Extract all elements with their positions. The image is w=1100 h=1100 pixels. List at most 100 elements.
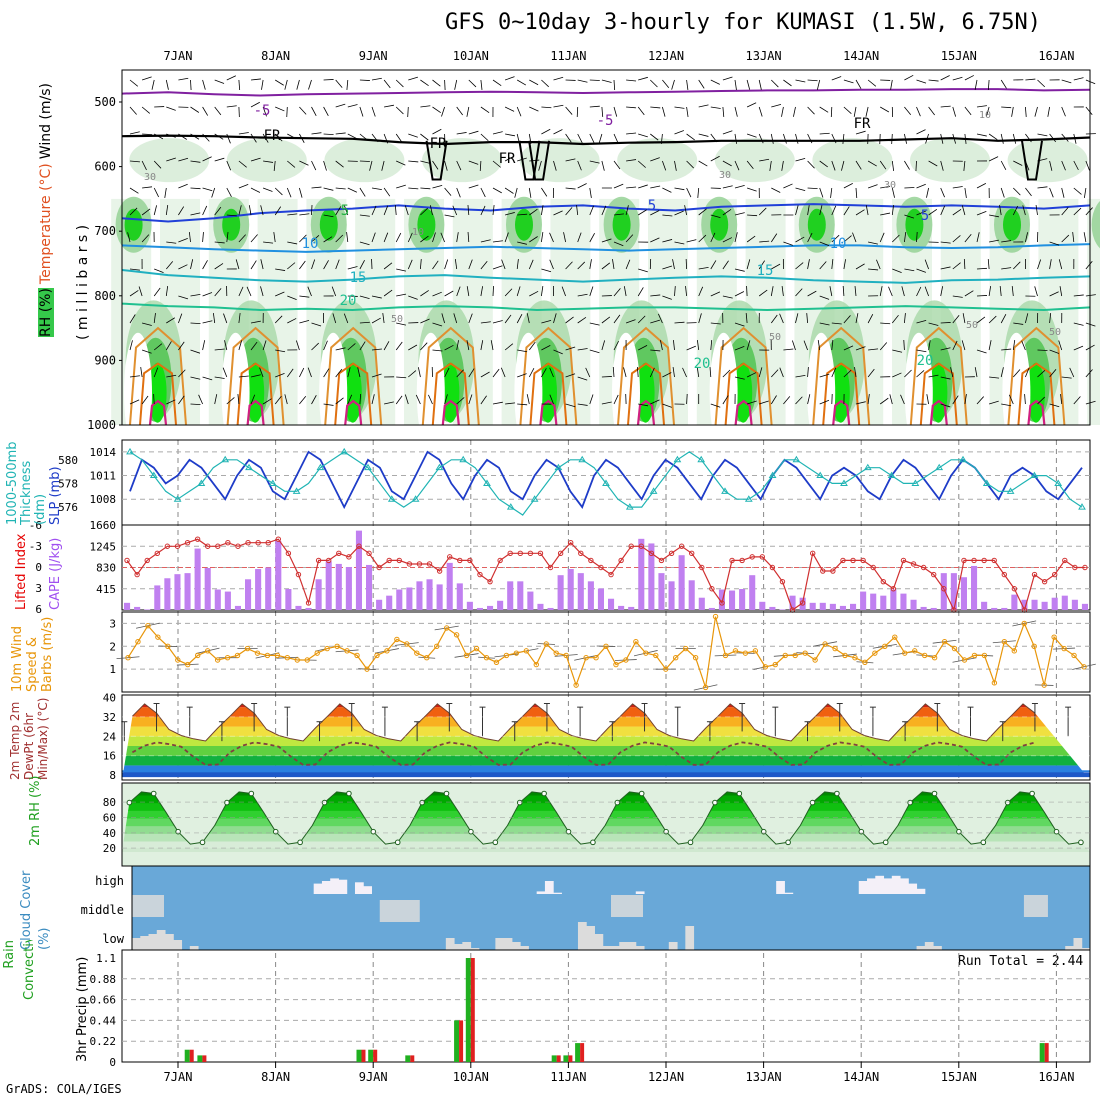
contour-label: 20 <box>917 353 934 369</box>
wind-barb <box>1085 160 1090 171</box>
wind-barb <box>565 261 573 270</box>
wind-barb <box>842 285 845 297</box>
wind-barb <box>432 128 442 135</box>
bottom-date-label: 11JAN <box>550 1070 586 1084</box>
wind-barb <box>722 237 733 243</box>
wind-barb <box>577 348 588 351</box>
wind-barb <box>346 79 349 90</box>
precip-conv-bar <box>580 1043 585 1062</box>
wind-barb <box>299 367 305 378</box>
wind-barb <box>625 234 634 243</box>
li-ytick: 6 <box>35 603 42 616</box>
wind-barb <box>164 187 167 198</box>
rh-shade-mid <box>1091 201 1100 249</box>
cloud-high-bar <box>338 879 348 894</box>
wind-barb <box>286 106 288 118</box>
slp-series-1 <box>129 451 1083 516</box>
temp-band <box>122 703 1090 708</box>
wind-barb <box>771 187 781 193</box>
wind-barb <box>660 133 663 144</box>
wind-barb <box>359 133 368 141</box>
wind-barb <box>940 403 951 408</box>
wind-barb <box>819 261 827 270</box>
wind-barb <box>940 187 945 198</box>
wind-barb <box>480 395 487 405</box>
wind-barb <box>1025 106 1027 117</box>
cape-bar <box>920 606 927 610</box>
wind-barb <box>504 76 515 81</box>
wind-barb <box>637 315 646 324</box>
wind-barb <box>976 211 987 216</box>
rh-ytick: 40 <box>103 827 116 840</box>
cape-bar <box>325 561 332 610</box>
wind-barb <box>650 210 660 216</box>
wind-barb <box>214 106 222 116</box>
wind-barb <box>275 106 285 112</box>
wind-barb <box>440 232 445 243</box>
wind-barb <box>153 187 159 198</box>
wind-barb <box>746 285 748 297</box>
wind-barb <box>452 205 458 216</box>
li-marker <box>507 550 513 557</box>
wind-barb <box>514 187 518 198</box>
wind-barb <box>287 318 297 324</box>
wind10m-marker <box>165 643 171 649</box>
wind-barb <box>819 132 830 135</box>
wind-barb <box>601 79 612 83</box>
wind-barb <box>323 187 334 191</box>
precip-total-bar <box>368 1049 374 1062</box>
wind-barb <box>985 106 990 117</box>
wind-barb <box>129 160 140 163</box>
wind-barb <box>865 205 869 216</box>
cape-bar <box>678 555 685 610</box>
wind-barb <box>480 79 483 90</box>
cape-bar <box>214 589 221 610</box>
wind-barb <box>989 376 1000 379</box>
wind-barb <box>843 315 851 324</box>
wind-barb <box>541 345 551 351</box>
wind-barb <box>698 313 702 324</box>
rh-shade-upper <box>812 138 893 183</box>
wind-barb <box>190 212 201 216</box>
li-marker <box>557 550 564 557</box>
wind-barb <box>657 313 663 324</box>
wind-barb <box>299 187 303 198</box>
wind-barb <box>999 286 1002 297</box>
wind-barb <box>613 340 619 351</box>
upper-ytick: 500 <box>94 95 116 109</box>
wind-barb <box>396 293 407 297</box>
upper-ytick: 1000 <box>87 418 116 432</box>
wind-barb <box>166 399 176 405</box>
wind-barb <box>384 104 395 108</box>
wind-barb <box>612 366 615 378</box>
wind-barb <box>213 313 216 324</box>
rh-shade-upper <box>1007 138 1088 183</box>
wind10m-marker <box>842 652 848 659</box>
wind10m-marker <box>473 645 480 652</box>
wind-barb <box>819 399 830 405</box>
wind-barb <box>722 208 732 216</box>
contour-label: 30 <box>884 180 896 191</box>
wind-barb <box>311 259 316 270</box>
wind-barb <box>746 340 751 351</box>
wind-barb <box>662 214 673 217</box>
cloud-high-bar <box>330 878 339 894</box>
wind-barb <box>916 210 926 216</box>
wind-barb <box>307 367 312 378</box>
thickness-marker <box>602 479 610 486</box>
wind-barb <box>1012 340 1016 351</box>
wind-barb <box>549 259 554 270</box>
wind-barb <box>940 347 951 351</box>
wind-barb <box>577 183 587 189</box>
wind-barb <box>420 259 422 270</box>
contour-label: 10 <box>412 227 424 238</box>
wind-barb <box>553 210 563 216</box>
wind-barb <box>746 160 754 170</box>
contour-label: 50 <box>391 314 403 325</box>
wind-barb <box>248 205 252 216</box>
wind-barb <box>698 133 709 137</box>
li-marker <box>1082 564 1088 571</box>
li-marker <box>194 536 201 542</box>
wind-barb <box>1061 376 1072 379</box>
cape-bar <box>487 605 494 610</box>
